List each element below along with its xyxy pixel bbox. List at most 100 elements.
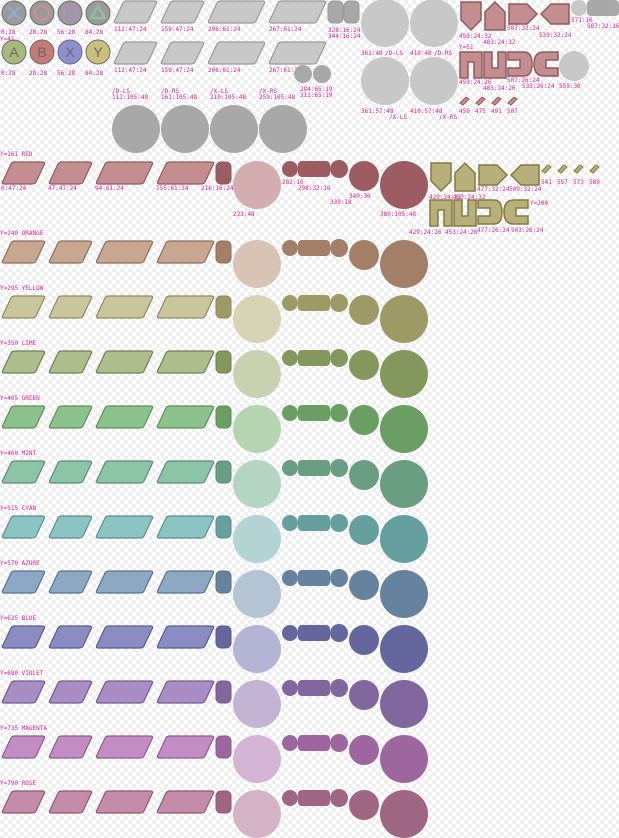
light-stick-circle	[233, 625, 281, 673]
shoulder-button	[48, 735, 93, 759]
shoulder-label: 267:61:24	[269, 26, 302, 33]
mini-pill	[491, 96, 502, 106]
shoulder-label: 0:47:24	[1, 185, 27, 192]
medium-circle	[349, 570, 379, 600]
small-button-label: 344:16:24	[328, 33, 361, 40]
bar-button	[298, 161, 330, 177]
big-circle-label: /X-RS	[259, 88, 277, 95]
medium-circle	[349, 680, 379, 710]
face-button-label: 28:28	[29, 70, 47, 77]
dpad-label: 587:32:16	[587, 23, 619, 30]
gray-big-circle	[210, 105, 258, 153]
big-circle-label: /X-LS	[210, 88, 228, 95]
bar-button	[298, 460, 330, 476]
dpad-socket-right	[507, 51, 533, 77]
dpad-label: 453:24:26	[445, 229, 478, 236]
gray-shoulder-button	[268, 41, 327, 65]
small-button-label: 298:32:16	[298, 185, 331, 192]
gray-shoulder-button	[113, 0, 158, 24]
medium-circle	[349, 405, 379, 435]
mini-label: 573	[573, 179, 584, 186]
dark-stick-circle	[380, 570, 428, 618]
dot-button	[330, 459, 348, 477]
shoulder-button	[95, 570, 154, 594]
dot-button	[282, 515, 298, 531]
medium-circle	[349, 460, 379, 490]
small-button-label: 282:16	[282, 179, 304, 186]
dot-button	[330, 404, 348, 422]
shoulder-button	[95, 735, 154, 759]
shoulder-button	[95, 240, 154, 264]
shoulder-button	[156, 790, 215, 814]
dpad-up-arrow	[454, 161, 476, 192]
shoulder-label: 206:61:24	[208, 26, 241, 33]
stick-label: /X-RS	[439, 114, 457, 121]
dark-stick-circle	[380, 295, 428, 343]
gray-shoulder-button	[268, 0, 327, 24]
dark-stick-circle	[380, 515, 428, 563]
dot-button	[282, 350, 298, 366]
row-y-label: Y=51	[459, 44, 474, 51]
dot-button	[330, 514, 348, 532]
bar-button	[298, 680, 330, 696]
dark-stick-circle	[380, 460, 428, 508]
row-title: Y=625 BLUE	[0, 615, 37, 622]
gray-shoulder-button	[207, 41, 266, 65]
gray-dot	[294, 65, 312, 83]
dark-stick-circle	[380, 625, 428, 673]
shoulder-button	[1, 295, 46, 319]
shoulder-button	[156, 570, 215, 594]
big-circle-label: /D-RS	[161, 88, 179, 95]
dpad-left-arrow	[509, 164, 540, 186]
small-button	[215, 625, 232, 649]
row-title: Y=161 RED	[0, 151, 33, 158]
dark-stick-circle	[380, 790, 428, 838]
shoulder-button	[95, 295, 154, 319]
shoulder-button	[48, 680, 93, 704]
mini-pill	[557, 164, 568, 174]
dpad-up-arrow	[484, 0, 506, 31]
bar-button	[298, 735, 330, 751]
dpad-down-arrow	[430, 162, 452, 193]
color-rows-group: Y=161 RED 0:47:24 47:47:24 94:61:24 155:61:2…	[0, 151, 600, 838]
face-button-label: 0:28	[1, 29, 16, 36]
row-y-label: Y=200	[530, 200, 548, 207]
dot-button	[330, 789, 348, 807]
small-button	[215, 680, 232, 704]
shoulder-label: 267:61:24	[269, 67, 302, 74]
shoulder-button	[156, 350, 215, 374]
shoulder-button	[156, 680, 215, 704]
medium-circle	[349, 625, 379, 655]
dpad-label: 507:26:24	[507, 77, 540, 84]
small-button	[215, 570, 232, 594]
light-stick-circle	[233, 790, 281, 838]
medium-circle	[349, 790, 379, 820]
gray-big-circle	[112, 105, 160, 153]
shoulder-button	[48, 515, 93, 539]
row-title: Y=570 AZURE	[0, 560, 40, 567]
light-stick-circle	[233, 240, 281, 288]
dot-button	[282, 790, 298, 806]
shoulder-button	[1, 515, 46, 539]
dpad-label: 477:32:24	[477, 186, 510, 193]
light-stick-circle	[233, 515, 281, 563]
shoulder-button	[156, 515, 215, 539]
gray-shoulder-button	[160, 41, 205, 65]
dpad-label: 483:24:32	[483, 39, 516, 46]
dpad-label: 459:24:32	[459, 33, 492, 40]
big-circle-label: /D-LS	[112, 88, 130, 95]
dpad-label: 539:32:24	[539, 32, 572, 39]
face-button-A	[1, 39, 27, 65]
row-title: Y=350 LIME	[0, 340, 37, 347]
shoulder-button	[1, 680, 46, 704]
shoulder-button	[48, 790, 93, 814]
circle-label: 380:105:48	[380, 211, 417, 218]
gray-stick-circle	[410, 57, 458, 105]
medium-circle	[349, 350, 379, 380]
dpad-label: 503:26:24	[511, 227, 544, 234]
dpad-label: 507:32:24	[507, 25, 540, 32]
dot-button	[330, 349, 348, 367]
gray-small-button	[343, 0, 360, 24]
light-stick-circle	[233, 460, 281, 508]
